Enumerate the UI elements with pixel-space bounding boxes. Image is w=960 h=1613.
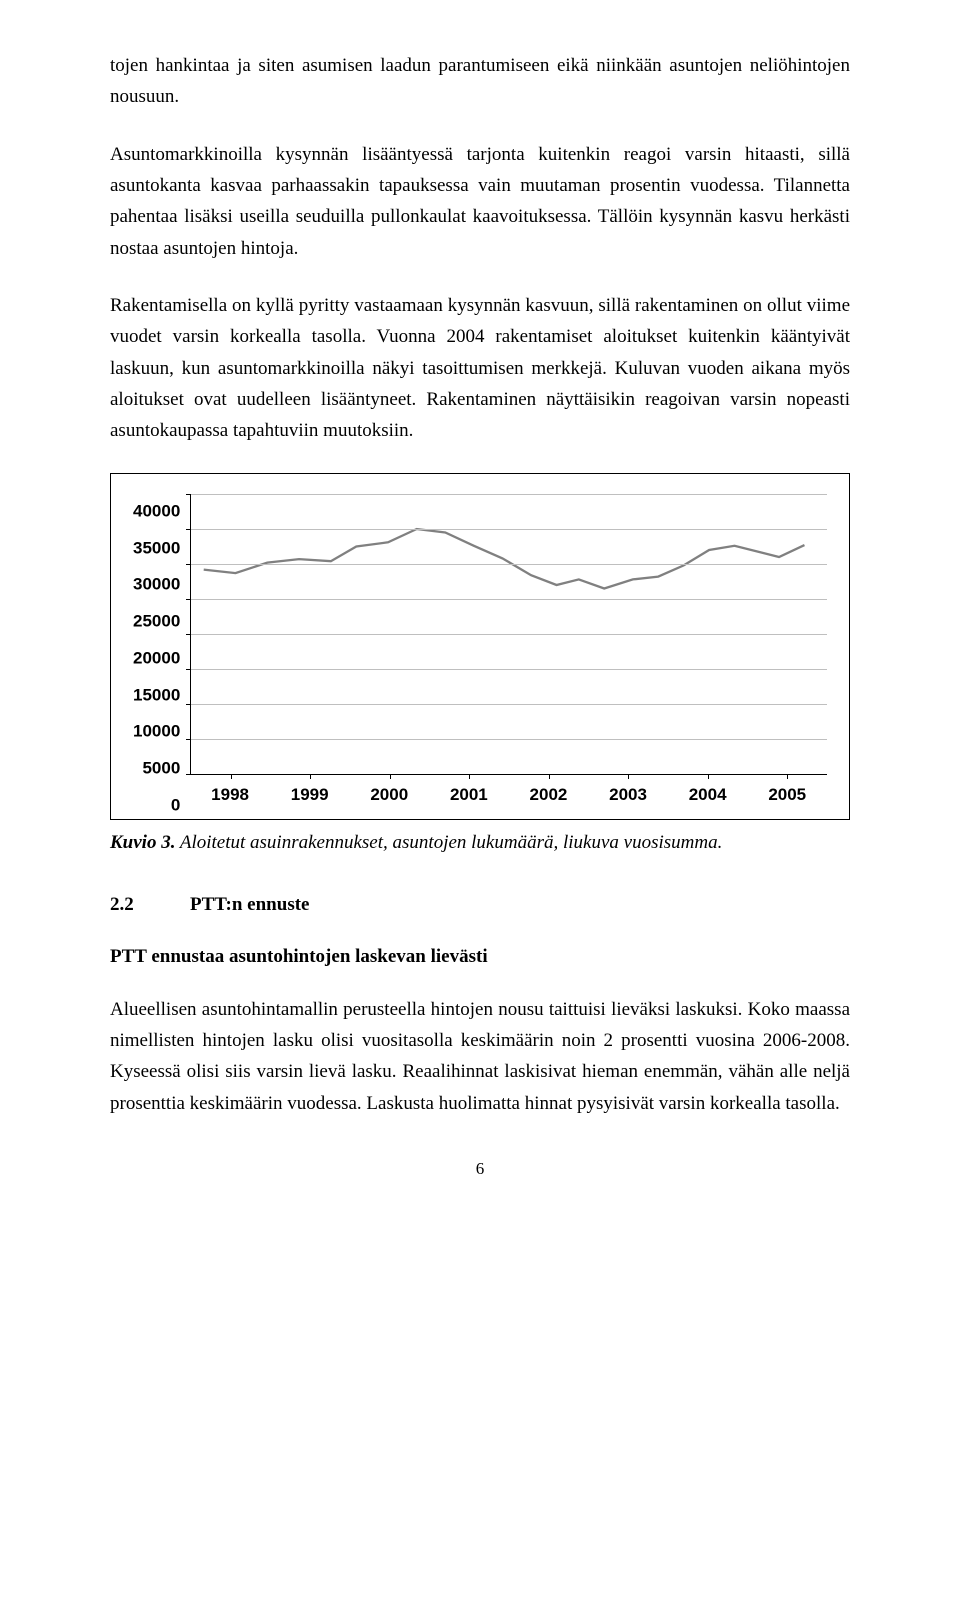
x-tick-label: 1998 — [190, 785, 270, 805]
gridline — [191, 739, 827, 740]
section-title: PTT:n ennuste — [190, 894, 309, 915]
y-tick-label: 5000 — [142, 760, 180, 777]
x-tick-mark — [787, 774, 788, 779]
x-tick-label: 2002 — [509, 785, 589, 805]
x-tick-mark — [231, 774, 232, 779]
chart-plot-area — [190, 494, 827, 775]
y-tick-label: 25000 — [133, 613, 180, 630]
x-tick-label: 2005 — [747, 785, 827, 805]
gridline — [191, 599, 827, 600]
x-tick-label: 1999 — [270, 785, 350, 805]
x-tick-mark — [390, 774, 391, 779]
gridline — [191, 494, 827, 495]
y-tick-mark — [186, 529, 191, 530]
x-tick-mark — [708, 774, 709, 779]
y-axis-labels: 4000035000300002500020000150001000050000 — [133, 494, 190, 805]
paragraph: Rakentamisella on kyllä pyritty vastaama… — [110, 290, 850, 447]
gridline — [191, 704, 827, 705]
y-tick-label: 35000 — [133, 539, 180, 556]
y-tick-mark — [186, 704, 191, 705]
y-tick-label: 30000 — [133, 576, 180, 593]
series-polyline — [204, 529, 805, 589]
y-tick-mark — [186, 599, 191, 600]
x-tick-label: 2004 — [668, 785, 748, 805]
y-tick-mark — [186, 669, 191, 670]
line-chart: 40000 35000 30000 25000 20000 15000 10000 5000 0… — [110, 473, 850, 820]
y-tick-label: 0 — [171, 796, 180, 813]
page-number: 6 — [110, 1159, 850, 1179]
x-tick-label: 2000 — [349, 785, 429, 805]
paragraph: tojen hankintaa ja siten asumisen laadun… — [110, 50, 850, 113]
y-tick-label: 20000 — [133, 649, 180, 666]
x-tick-label: 2003 — [588, 785, 668, 805]
y-tick-label: 10000 — [133, 723, 180, 740]
x-tick-mark — [628, 774, 629, 779]
y-tick-mark — [186, 774, 191, 775]
gridline — [191, 564, 827, 565]
gridline — [191, 669, 827, 670]
y-tick-mark — [186, 634, 191, 635]
x-tick-mark — [310, 774, 311, 779]
y-tick-label: 40000 — [133, 502, 180, 519]
y-tick-label: 15000 — [133, 686, 180, 703]
paragraph: Asuntomarkkinoilla kysynnän lisääntyessä… — [110, 139, 850, 264]
section-number: 2.2 — [110, 894, 190, 916]
x-tick-mark — [549, 774, 550, 779]
caption-label: Kuvio 3. — [110, 832, 175, 853]
paragraph: Alueellisen asuntohintamallin perusteell… — [110, 994, 850, 1119]
gridline — [191, 634, 827, 635]
x-tick-mark — [469, 774, 470, 779]
gridline — [191, 529, 827, 530]
section-heading: 2.2PTT:n ennuste — [110, 894, 850, 916]
y-tick-mark — [186, 564, 191, 565]
sub-heading: PTT ennustaa asuntohintojen laskevan lie… — [110, 946, 850, 968]
x-axis-labels: 19981999200020012002200320042005 — [190, 775, 827, 805]
y-tick-mark — [186, 739, 191, 740]
y-tick-mark — [186, 494, 191, 495]
caption-text: Aloitetut asuinrakennukset, asuntojen lu… — [175, 832, 722, 853]
x-tick-label: 2001 — [429, 785, 509, 805]
figure-caption: Kuvio 3. Aloitetut asuinrakennukset, asu… — [110, 832, 850, 854]
